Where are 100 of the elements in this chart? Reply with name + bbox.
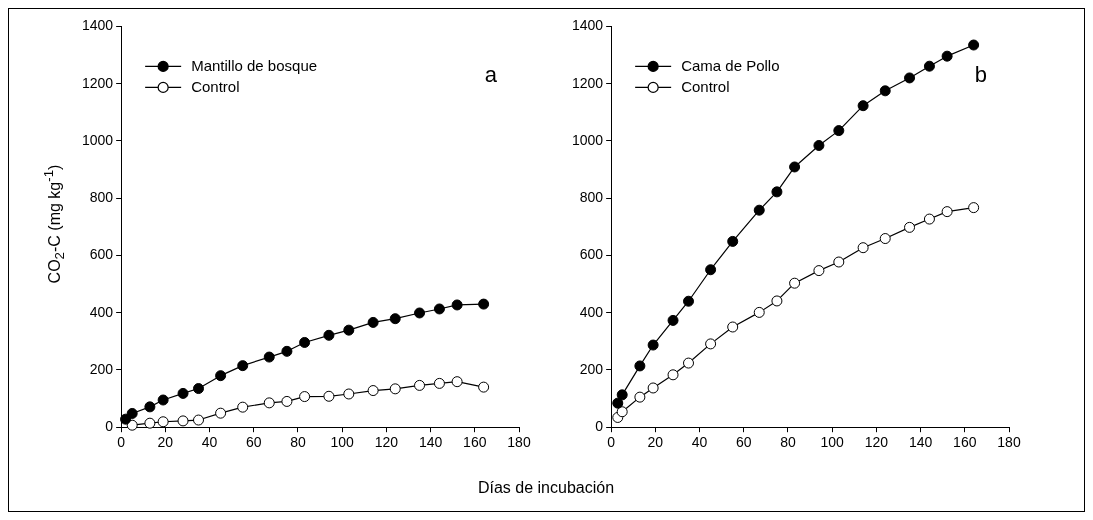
x-tick-label: 100 (330, 434, 355, 451)
x-tick-label: 120 (864, 434, 889, 451)
y-tick-label: 0 (595, 418, 604, 435)
point (634, 391, 646, 403)
point (683, 295, 695, 307)
point (414, 379, 426, 391)
y-tick-label: 1000 (81, 131, 114, 148)
x-tick-label: 120 (374, 434, 399, 451)
x-tick-label: 20 (647, 434, 664, 451)
y-tick-label: 1200 (571, 74, 604, 91)
point (414, 307, 426, 319)
point (343, 388, 355, 400)
y-tick-label: 1000 (571, 131, 604, 148)
point (923, 60, 935, 72)
point (367, 316, 379, 328)
x-tick-label: 180 (997, 434, 1021, 451)
point (126, 407, 138, 419)
point (705, 264, 717, 276)
legend-label: Control (191, 77, 240, 95)
point (389, 383, 401, 395)
point (753, 204, 765, 216)
y-tick-label: 600 (89, 246, 114, 263)
point (215, 407, 227, 419)
point (193, 383, 205, 395)
point (193, 414, 205, 426)
legend-label: Control (681, 77, 730, 95)
point (904, 221, 916, 233)
x-tick-label: 40 (691, 434, 708, 451)
x-tick-label: 0 (607, 434, 616, 451)
y-tick-label: 400 (89, 303, 114, 320)
point (833, 125, 845, 137)
point (451, 299, 463, 311)
point (647, 382, 659, 394)
point (237, 360, 249, 372)
point (616, 406, 628, 418)
x-tick-label: 60 (735, 434, 752, 451)
y-tick-label: 1200 (81, 74, 114, 91)
point (667, 369, 679, 381)
point (923, 213, 935, 225)
point (705, 338, 717, 350)
point (683, 357, 695, 369)
point (941, 206, 953, 218)
x-tick-label: 80 (780, 434, 796, 451)
point (389, 313, 401, 325)
point (144, 417, 156, 429)
point (727, 321, 739, 333)
y-tick-label: 0 (105, 418, 114, 435)
x-tick-label: 80 (290, 434, 306, 451)
point (144, 401, 156, 413)
y-tick-label: 200 (89, 360, 114, 377)
annotation: b (974, 62, 987, 88)
point (215, 370, 227, 382)
x-tick-label: 140 (418, 434, 443, 451)
point (177, 387, 189, 399)
point (857, 100, 869, 112)
point (813, 140, 825, 151)
x-tick-label: 160 (953, 434, 977, 451)
point (789, 277, 801, 289)
point (263, 351, 275, 363)
point (451, 376, 463, 388)
point (968, 39, 980, 51)
point (299, 391, 311, 403)
point (478, 298, 490, 310)
point (771, 186, 783, 198)
point (343, 324, 355, 336)
y-tick-label: 1400 (81, 17, 114, 34)
point (157, 416, 169, 428)
y-tick-label: 1400 (571, 17, 604, 34)
point (771, 295, 783, 307)
point (941, 50, 953, 62)
legend-label: Mantillo de bosque (191, 56, 318, 74)
x-tick-label: 0 (117, 434, 126, 451)
point (281, 345, 293, 357)
point (879, 85, 891, 97)
point (904, 72, 916, 84)
point (879, 233, 891, 245)
point (478, 381, 490, 393)
legend-label: Cama de Pollo (681, 56, 780, 74)
point (433, 377, 445, 389)
y-tick-label: 800 (89, 189, 114, 206)
point (323, 390, 335, 402)
x-tick-label: 140 (908, 434, 933, 451)
x-tick-label: 60 (245, 434, 262, 451)
x-tick-label: 20 (157, 434, 174, 451)
point (367, 385, 379, 397)
annotation: a (484, 62, 498, 88)
point (813, 265, 825, 277)
point (616, 389, 628, 401)
point (299, 336, 311, 348)
x-axis-title: Días de incubación (477, 479, 615, 497)
point (727, 235, 739, 247)
y-tick-label: 800 (579, 189, 604, 206)
point (263, 397, 275, 409)
point (634, 360, 646, 372)
point (126, 419, 138, 431)
point (753, 306, 765, 318)
point (323, 329, 335, 341)
point (177, 415, 189, 427)
point (281, 395, 293, 407)
point (667, 314, 679, 326)
